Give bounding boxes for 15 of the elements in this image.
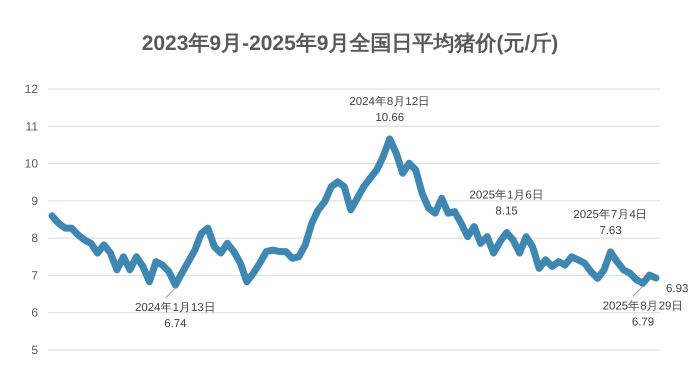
y-tick-label: 12 <box>24 82 38 96</box>
annotation: 2025年8月29日 6.79 <box>602 299 684 328</box>
y-tick-label: 9 <box>31 194 38 208</box>
annotation: 2025年7月4日 7.63 <box>573 208 648 237</box>
chart-title: 2023年9月-2025年9月全国日平均猪价(元/斤) <box>142 31 558 55</box>
y-tick-label: 10 <box>24 156 38 171</box>
y-tick-label: 5 <box>31 343 38 357</box>
text: 6.93 <box>666 283 688 296</box>
annotation: 2024年1月13日 6.74 <box>135 301 216 330</box>
y-tick-label: 8 <box>31 231 38 246</box>
annotation: 2025年1月6日 8.15 <box>469 188 544 218</box>
y-tick-label: 7 <box>31 268 38 282</box>
y-tick-label: 11 <box>26 119 38 134</box>
y-tick-label: 6 <box>31 306 38 320</box>
annotation: 2024年8月12日 10.66 <box>349 94 430 124</box>
